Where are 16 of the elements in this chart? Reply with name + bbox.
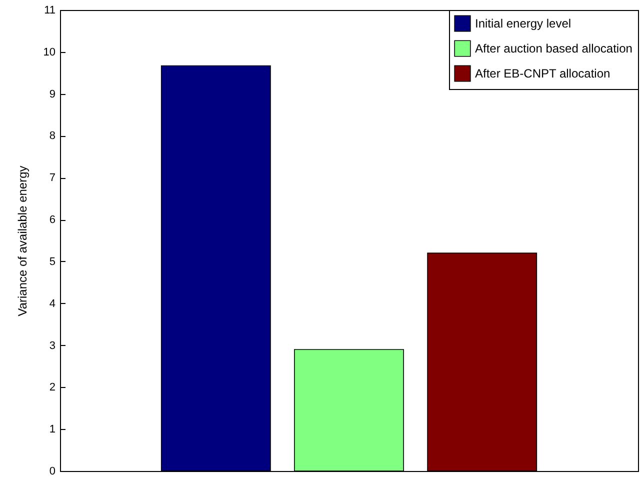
y-tick-label: 7 xyxy=(49,172,56,184)
legend-label: After auction based allocation xyxy=(475,42,632,56)
y-tick-label: 1 xyxy=(49,424,56,436)
legend-label: After EB-CNPT allocation xyxy=(475,66,610,80)
y-axis-title: Variance of available energy xyxy=(15,166,30,316)
y-tick-label: 2 xyxy=(49,382,56,394)
y-tick-label: 8 xyxy=(49,130,56,142)
y-tick-label: 11 xyxy=(44,4,56,16)
y-tick-label: 6 xyxy=(49,214,56,226)
y-tick-label: 3 xyxy=(49,340,56,352)
y-tick-label: 10 xyxy=(43,46,56,58)
y-tick-label: 4 xyxy=(49,298,56,310)
y-tick-label: 0 xyxy=(49,466,56,477)
y-tick-label: 9 xyxy=(49,88,56,100)
y-tick-label: 5 xyxy=(49,256,56,268)
legend-label: Initial energy level xyxy=(475,16,572,30)
